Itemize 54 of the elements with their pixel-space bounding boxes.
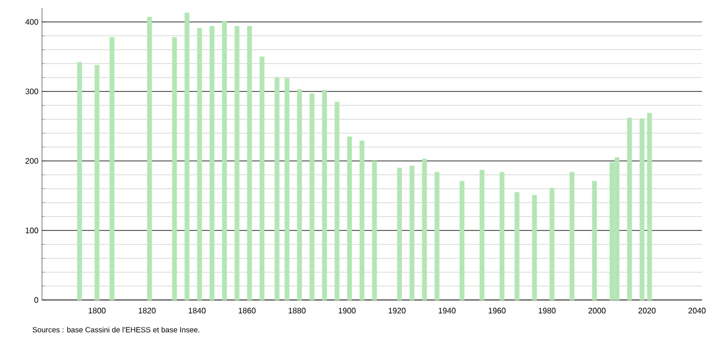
bar [434, 172, 440, 300]
bar [410, 166, 414, 300]
bar [77, 62, 82, 300]
x-tick-label: 1980 [538, 308, 556, 314]
x-tick-label: 1800 [88, 308, 106, 314]
x-tick-label: 1840 [188, 308, 206, 314]
x-tick-label: 1880 [288, 308, 306, 314]
bar [222, 21, 227, 300]
x-tick-label: 2020 [638, 308, 656, 314]
bar [360, 140, 364, 300]
bar [550, 188, 554, 300]
bar [322, 90, 327, 300]
x-tick-label: 1960 [488, 308, 506, 314]
bar [184, 12, 190, 300]
bar [260, 56, 264, 300]
bar [347, 136, 352, 300]
bar [422, 158, 427, 300]
bar [647, 112, 652, 300]
bar [284, 78, 290, 300]
bar [310, 93, 314, 300]
x-tick-label: 1900 [338, 308, 356, 314]
bar [94, 64, 100, 300]
y-tick-label: 400 [25, 19, 38, 25]
bar [627, 118, 632, 300]
bar [147, 16, 152, 300]
bar [234, 26, 240, 300]
x-tick-label: 1920 [388, 308, 406, 314]
bar [570, 172, 574, 300]
y-tick-label: 0 [34, 297, 38, 303]
bar [247, 26, 252, 300]
bar [172, 37, 177, 300]
y-tick-label: 200 [26, 158, 38, 164]
bar [110, 37, 114, 300]
bar [210, 26, 214, 300]
x-tick-label: 1940 [438, 308, 456, 314]
bar [397, 168, 402, 300]
bar [480, 170, 484, 300]
y-tick-label: 300 [25, 88, 38, 94]
bar [372, 160, 377, 300]
bar [197, 28, 202, 300]
bar [274, 77, 280, 300]
bar [334, 102, 340, 300]
bar [297, 89, 302, 300]
x-tick-label: 1820 [138, 308, 156, 314]
bar [640, 118, 644, 300]
y-tick-label: 100 [26, 228, 38, 234]
x-tick-label: 2000 [588, 308, 606, 314]
bar [514, 192, 520, 300]
x-tick-label: 1860 [238, 308, 256, 314]
bar [500, 172, 504, 300]
bar [532, 194, 537, 300]
bar [460, 181, 464, 300]
x-tick-label: 2040 [688, 308, 706, 314]
bar [592, 181, 597, 300]
